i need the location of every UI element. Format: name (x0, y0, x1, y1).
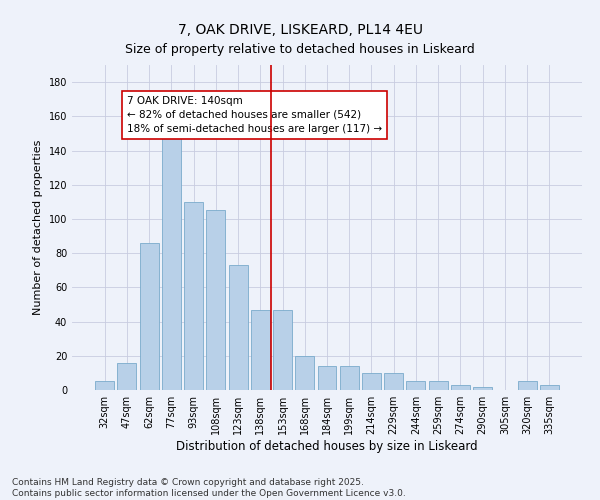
Bar (384, 373, 403, 390)
Bar (251, 310, 270, 390)
Bar (295, 356, 314, 390)
Bar (162, 137, 181, 390)
Text: 7 OAK DRIVE: 140sqm
← 82% of detached houses are smaller (542)
18% of semi-detac: 7 OAK DRIVE: 140sqm ← 82% of detached ho… (127, 96, 382, 134)
Bar (229, 265, 248, 390)
Bar (362, 373, 381, 390)
Bar (206, 210, 225, 390)
Bar (140, 243, 158, 390)
Bar (273, 310, 292, 390)
Bar (451, 385, 470, 390)
Bar (540, 385, 559, 390)
Text: Contains HM Land Registry data © Crown copyright and database right 2025.
Contai: Contains HM Land Registry data © Crown c… (12, 478, 406, 498)
Bar (184, 202, 203, 390)
Bar (518, 382, 536, 390)
Bar (429, 382, 448, 390)
Y-axis label: Number of detached properties: Number of detached properties (33, 140, 43, 315)
Bar (473, 386, 492, 390)
Text: 7, OAK DRIVE, LISKEARD, PL14 4EU: 7, OAK DRIVE, LISKEARD, PL14 4EU (178, 22, 422, 36)
Bar (317, 366, 337, 390)
Bar (406, 382, 425, 390)
Bar (118, 362, 136, 390)
Bar (340, 366, 359, 390)
Text: Size of property relative to detached houses in Liskeard: Size of property relative to detached ho… (125, 42, 475, 56)
Bar (95, 382, 114, 390)
X-axis label: Distribution of detached houses by size in Liskeard: Distribution of detached houses by size … (176, 440, 478, 453)
